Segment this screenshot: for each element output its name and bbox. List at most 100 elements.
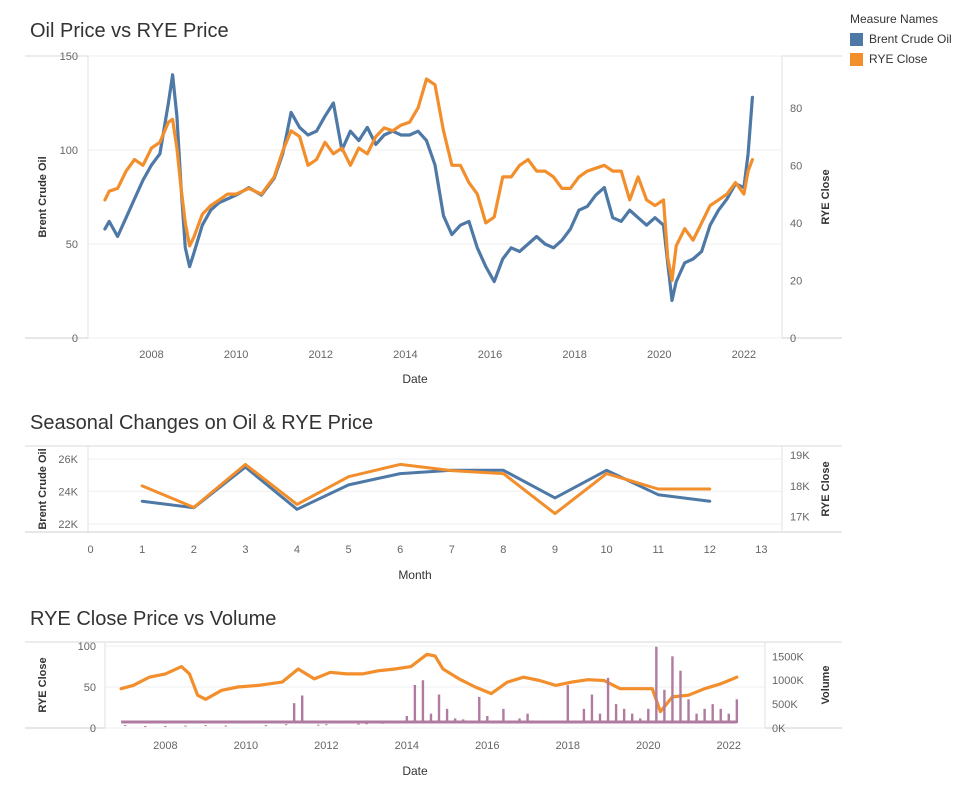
chart2-x-tick-label: 10 [600,544,612,556]
chart2-rye-close-line [140,462,712,516]
chart3-x-tick-label: 2018 [556,740,580,752]
chart3-x-tick-label: 2020 [636,740,660,752]
chart1-right-tick-label: 80 [790,103,802,115]
chart3-right-tick-label: 1000K [772,675,804,687]
chart2-x-tick-label: 1 [139,544,145,556]
legend-label-rye: RYE Close [869,52,928,66]
chart3-volume-bar [671,656,674,723]
chart2-x-tick-label: 3 [242,544,248,556]
chart2-x-tick-label: 13 [755,544,767,556]
legend-item-rye[interactable]: RYE Close [850,52,952,66]
chart3-left-axis-title: RYE Close [37,657,49,712]
chart3-x-tick-label: 2008 [153,740,177,752]
chart2-x-tick-label: 5 [346,544,352,556]
chart3-volume-bar [453,718,457,723]
chart3-left-tick-label: 50 [84,682,96,694]
chart3-volume-bar [703,708,706,723]
chart3-volume-bar [486,716,489,723]
legend-item-oil[interactable]: Brent Crude Oil [850,32,952,46]
chart2-right-tick-label: 18K [790,481,810,493]
chart3-volume-bar [317,724,320,726]
chart3-volume-bar [325,724,328,726]
chart1-x-tick-label: 2014 [393,349,417,361]
chart3-x-tick-label: 2022 [717,740,741,752]
chart3-volume-bar [478,696,481,723]
chart2-left-axis-title: Brent Crude Oil [37,448,49,529]
chart3-volume-bar [679,670,682,723]
chart1-rye-close-line [103,77,755,282]
chart1-right-tick-label: 40 [790,218,802,230]
chart3-volume-bar [663,689,666,723]
chart3-rye-close-line [119,652,739,714]
chart3-volume-bar [123,725,127,727]
chart2-right-tick-label: 17K [790,512,810,524]
chart2-x-axis-title: Month [398,568,431,582]
chart3-title: RYE Close Price vs Volume [30,608,277,630]
chart1-right-tick-label: 0 [790,333,796,345]
chart1-x-tick-label: 2016 [478,349,502,361]
chart3-left-tick-label: 0 [90,723,96,735]
chart1-brent-crude-oil-line [103,73,755,302]
chart3-right-tick-label: 500K [772,699,798,711]
chart3-volume-bar [614,704,618,723]
chart3-volume-bar [284,724,288,726]
chart3-volume-bar [244,722,248,724]
chart2-x-tick-label: 0 [88,544,94,556]
chart3-right-tick-label: 1500K [772,651,804,663]
legend-swatch-oil [850,32,863,46]
chart3-volume-bar [711,704,714,723]
chart1-x-tick-label: 2018 [562,349,586,361]
chart2-x-tick-label: 4 [294,544,300,556]
chart1-right-tick-label: 60 [790,160,802,172]
chart3-volume-bar [341,722,344,724]
chart3-volume-bar [357,723,360,725]
chart3-volume-bar [437,694,441,723]
chart2-x-tick-label: 12 [704,544,716,556]
chart3-x-axis-title: Date [402,764,428,778]
chart2-x-tick-label: 6 [397,544,403,556]
chart3-volume-bar [429,713,433,723]
chart3-volume-bar [518,718,521,723]
chart2-left-tick-label: 22K [58,519,78,531]
chart3-volume-bar [445,708,449,723]
chart1-left-tick-label: 150 [60,51,78,63]
chart3-volume-bar [164,726,167,728]
chart3-volume-bar [292,703,296,723]
chart3-volume-bar [413,685,417,723]
chart2-x-tick-label: 2 [191,544,197,556]
chart2-title: Seasonal Changes on Oil & RYE Price [30,412,374,434]
chart2-x-tick-label: 11 [652,544,663,556]
chart3-volume-bar [224,725,227,727]
chart1-left-tick-label: 50 [66,239,78,251]
legend-swatch-rye [850,52,863,66]
chart3-volume-bar [461,719,465,723]
chart3-volume-bar [421,680,425,723]
chart3-x-tick-label: 2016 [475,740,499,752]
chart2-left-tick-label: 24K [58,486,78,498]
chart3-volume-bar [300,695,304,723]
legend-label-oil: Brent Crude Oil [869,32,952,46]
chart3-right-axis-title: Volume [820,666,832,705]
chart3-volume-bar [695,713,698,723]
chart2-x-tick-label: 7 [449,544,455,556]
chart3-volume-bar [558,720,561,723]
chart3-volume-bar [542,722,545,724]
chart1-left-tick-label: 100 [60,145,78,157]
chart2-brent-crude-oil-line [140,465,712,511]
chart2-x-tick-label: 8 [500,544,506,556]
chart3-volume-bar [687,699,690,723]
chart1-right-tick-label: 20 [790,275,802,287]
chart2-x-tick-label: 9 [552,544,558,556]
chart1-x-tick-label: 2012 [309,349,333,361]
chart3-volume-bar [397,721,400,723]
chart3-volume-bar [405,716,409,723]
chart1-x-tick-label: 2010 [224,349,248,361]
chart3-volume-bar [647,708,650,723]
chart1-title: Oil Price vs RYE Price [30,20,229,42]
chart3-volume-bar [630,713,634,723]
chart3-volume-bar [566,685,570,723]
chart3-volume-bar [655,646,658,723]
chart3-volume-bar [622,708,626,723]
chart2-left-tick-label: 26K [58,454,78,466]
